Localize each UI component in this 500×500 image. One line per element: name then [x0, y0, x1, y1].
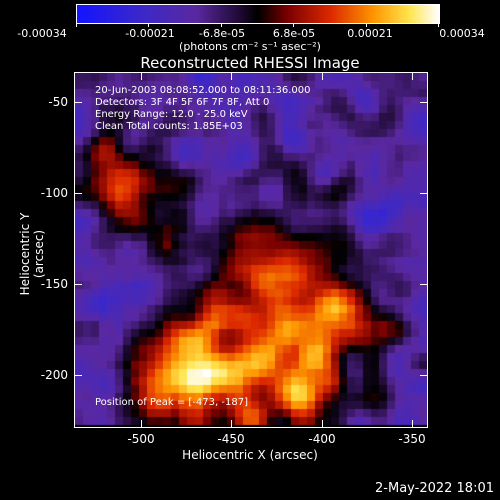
y-axis-title: Heliocentric Y (arcsec) [18, 212, 46, 296]
x-tick [412, 420, 413, 428]
y-tick [74, 375, 82, 376]
y-tick [74, 284, 82, 285]
y-tick-label: -100 [40, 186, 68, 200]
y-tick-label: -50 [48, 95, 68, 109]
timestamp: 2-May-2022 18:01 [375, 481, 494, 496]
x-tick-label: -400 [308, 432, 336, 446]
x-tick [141, 72, 142, 80]
x-tick [322, 420, 323, 428]
info-time-range: 20-Jun-2003 08:08:52.000 to 08:11:36.000 [95, 85, 311, 96]
x-tick [231, 420, 232, 428]
y-tick [420, 284, 428, 285]
x-tick-label: -500 [127, 432, 155, 446]
colorbar-tick [366, 23, 367, 27]
y-tick [420, 375, 428, 376]
x-tick [322, 72, 323, 80]
colorbar-label: -6.8e-05 [198, 27, 246, 40]
y-tick-label: -200 [40, 368, 68, 382]
y-tick [420, 193, 428, 194]
y-tick [74, 193, 82, 194]
x-tick-label: -450 [217, 432, 245, 446]
x-tick [141, 420, 142, 428]
colorbar-tick [76, 23, 77, 27]
x-tick-label: -350 [398, 432, 426, 446]
y-tick-label: -150 [40, 277, 68, 291]
colorbar-tick [293, 23, 294, 27]
plot-title: Reconstructed RHESSI Image [140, 54, 360, 72]
x-tick [412, 72, 413, 80]
colorbar-label: 0.00034 [439, 27, 485, 40]
info-total-counts: Clean Total counts: 1.85E+03 [95, 121, 243, 132]
colorbar [76, 4, 440, 24]
x-axis-title: Heliocentric X (arcsec) [182, 448, 318, 462]
info-peak-position: Position of Peak = [-473, -187] [95, 397, 248, 408]
colorbar-label: 6.8e-05 [272, 27, 316, 40]
image-plot: 20-Jun-2003 08:08:52.000 to 08:11:36.000… [74, 72, 428, 428]
colorbar-label: -0.00034 [17, 27, 67, 40]
x-tick [231, 72, 232, 80]
colorbar-units: (photons cm⁻² s⁻¹ asec⁻²) [179, 40, 321, 53]
colorbar-tick [438, 23, 439, 27]
y-tick [420, 102, 428, 103]
rhessi-image [75, 73, 427, 427]
colorbar-gradient [77, 5, 439, 23]
colorbar-label: -0.00021 [125, 27, 175, 40]
colorbar-label: 0.00021 [347, 27, 393, 40]
info-detectors: Detectors: 3F 4F 5F 6F 7F 8F, Att 0 [95, 97, 270, 108]
colorbar-tick [148, 23, 149, 27]
info-energy-range: Energy Range: 12.0 - 25.0 keV [95, 109, 248, 120]
y-tick [74, 102, 82, 103]
colorbar-tick [221, 23, 222, 27]
